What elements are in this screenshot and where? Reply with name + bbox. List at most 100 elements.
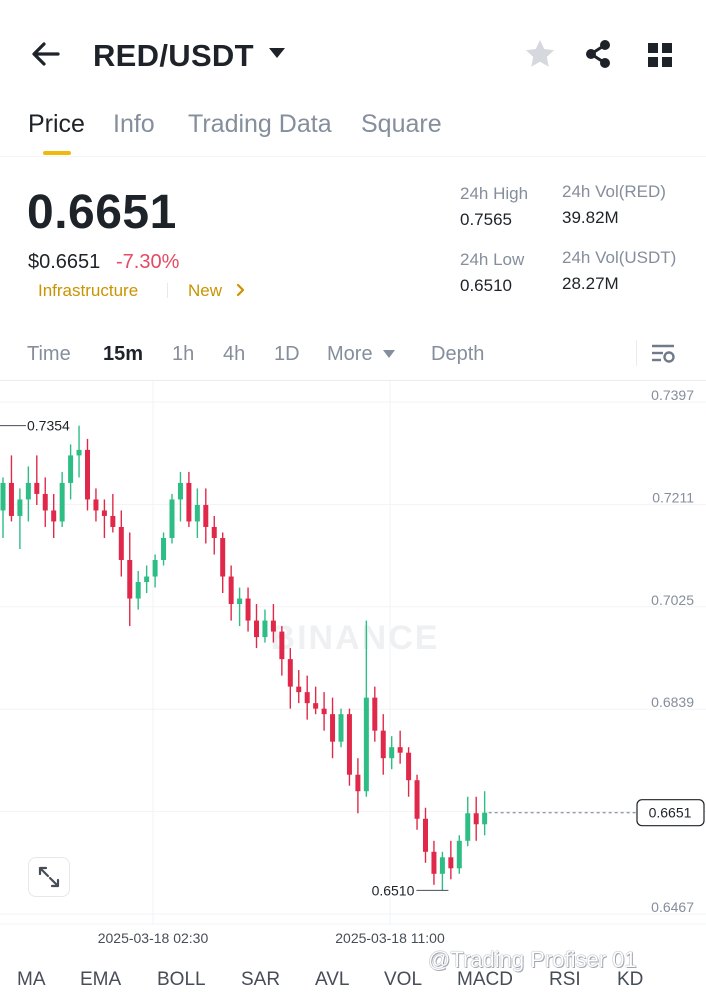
- candle-body: [25, 482, 31, 500]
- time-tick-label: 2025-03-18 11:00: [335, 930, 445, 946]
- candle-body: [76, 449, 82, 456]
- candle-body: [363, 697, 369, 792]
- divider: [0, 156, 706, 157]
- depth-tab[interactable]: Depth: [431, 343, 485, 365]
- pair-title[interactable]: RED/USDT: [93, 38, 254, 73]
- candle-body: [110, 515, 116, 527]
- candle-body: [135, 582, 141, 599]
- candle-body: [270, 620, 276, 632]
- tab-trading-data[interactable]: Trading Data: [188, 110, 332, 138]
- stat-24h-high-value: 0.7565: [460, 210, 512, 229]
- indicator-sar[interactable]: SAR: [241, 969, 281, 990]
- candle-body: [439, 857, 445, 874]
- divider: [0, 380, 706, 381]
- tag-infrastructure[interactable]: Infrastructure: [38, 281, 139, 300]
- interval-15m[interactable]: 15m: [103, 343, 144, 365]
- candlestick-chart[interactable]: BINANCE 0.73970.72110.70250.68390.66530.…: [0, 381, 706, 951]
- indicator-ma[interactable]: MA: [17, 969, 46, 990]
- grid-icon[interactable]: [646, 41, 674, 69]
- indicator-avl[interactable]: AVL: [315, 969, 350, 990]
- interval-1h[interactable]: 1h: [172, 343, 195, 365]
- candle-body: [245, 598, 251, 621]
- price-tick-label: 0.6839: [651, 694, 694, 710]
- fullscreen-button[interactable]: [28, 857, 70, 897]
- star-icon[interactable]: [524, 38, 556, 70]
- time-tick-label: 2025-03-18 02:30: [98, 930, 209, 946]
- candle-body: [338, 714, 344, 742]
- candle-body: [414, 780, 420, 819]
- candle-body: [194, 504, 200, 522]
- price-change-percent: -7.30%: [116, 251, 180, 273]
- candle-body: [118, 526, 124, 561]
- chart-settings-icon[interactable]: [649, 341, 677, 367]
- price-tick-label: 0.7397: [651, 387, 694, 403]
- tab-info[interactable]: Info: [113, 110, 155, 138]
- candle-body: [321, 708, 327, 715]
- candle-body: [406, 752, 412, 781]
- caret-down-icon[interactable]: [268, 44, 286, 62]
- interval-time[interactable]: Time: [27, 343, 71, 365]
- back-arrow-icon[interactable]: [28, 36, 64, 72]
- interval-more[interactable]: More: [327, 343, 373, 365]
- candle-body: [389, 747, 395, 759]
- candle-body: [169, 499, 175, 538]
- candle-body: [211, 526, 217, 538]
- candle-body: [304, 692, 310, 704]
- stat-24h-low-value: 0.6510: [460, 276, 512, 295]
- high-marker-label: 0.7354: [27, 418, 70, 434]
- last-price-tag-box: [636, 799, 705, 827]
- price-tick-label: 0.6467: [651, 899, 694, 915]
- candle-body: [144, 576, 150, 583]
- candle-body: [279, 631, 285, 660]
- low-marker-label: 0.6510: [372, 882, 415, 898]
- candle-body: [228, 576, 234, 605]
- candle-body: [203, 504, 209, 527]
- candle-body: [355, 774, 361, 792]
- last-price-tag: 0.6651: [649, 805, 692, 821]
- candle-body: [473, 813, 479, 825]
- tab-price[interactable]: Price: [28, 110, 85, 138]
- chart-grid: [0, 381, 706, 925]
- caret-down-icon[interactable]: [382, 348, 396, 360]
- candle-body: [372, 697, 378, 731]
- stat-24h-vol-base-label: 24h Vol(RED): [562, 182, 666, 201]
- candle-body: [330, 714, 336, 742]
- active-tab-indicator: [43, 151, 71, 155]
- price-tick-label: 0.7025: [651, 592, 694, 608]
- share-icon[interactable]: [582, 38, 614, 70]
- indicator-vol[interactable]: VOL: [384, 969, 423, 990]
- interval-4h[interactable]: 4h: [223, 343, 246, 365]
- candles: [0, 425, 488, 891]
- candle-body: [262, 620, 268, 638]
- credit-watermark: @Trading Profiser 01: [428, 947, 637, 972]
- candle-body: [101, 510, 107, 516]
- candle-body: [8, 482, 14, 516]
- binance-watermark: BINANCE: [271, 619, 440, 657]
- stat-24h-low-label: 24h Low: [460, 250, 525, 269]
- tag-new[interactable]: New: [188, 281, 223, 300]
- candle-body: [42, 493, 48, 511]
- candle-body: [177, 482, 183, 500]
- indicator-boll[interactable]: BOLL: [157, 969, 206, 990]
- candle-body: [237, 598, 243, 605]
- candle-body: [34, 482, 40, 494]
- candle-body: [152, 560, 158, 577]
- last-price: 0.6651: [27, 186, 177, 239]
- candle-body: [456, 840, 462, 869]
- interval-1d[interactable]: 1D: [274, 343, 300, 365]
- candle-body: [68, 455, 74, 483]
- expand-icon: [38, 866, 60, 888]
- stat-24h-high-label: 24h High: [460, 184, 529, 203]
- candle-body: [465, 813, 471, 841]
- chevron-right-icon[interactable]: [233, 281, 249, 299]
- tag-separator: [167, 283, 168, 298]
- tab-square[interactable]: Square: [361, 110, 442, 138]
- stat-24h-vol-quote-value: 28.27M: [562, 274, 619, 293]
- candle-body: [287, 659, 293, 687]
- indicator-ema[interactable]: EMA: [80, 969, 122, 990]
- candle-body: [51, 510, 57, 522]
- candle-body: [346, 714, 352, 775]
- candle-body: [397, 747, 403, 753]
- candle-body: [431, 851, 437, 874]
